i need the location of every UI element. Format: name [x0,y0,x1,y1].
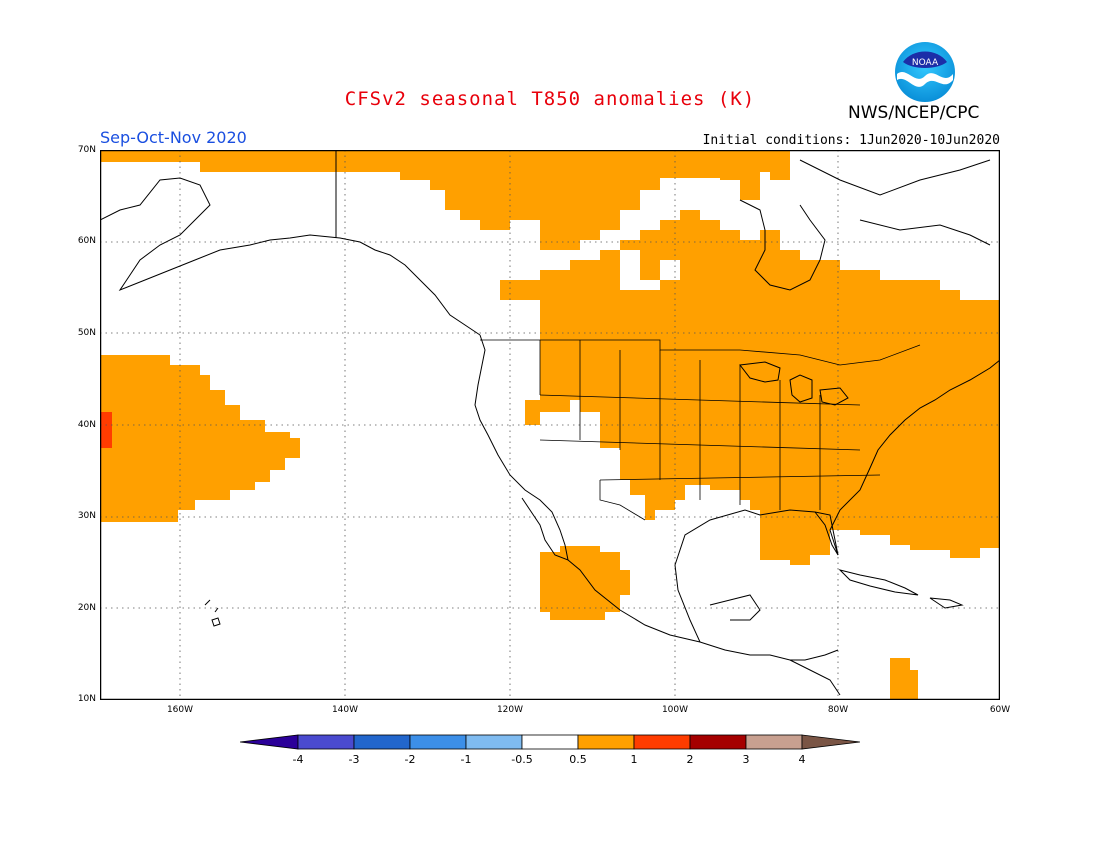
colorbar-swatch-1-2 [633,734,691,750]
colorbar-swatch--1--0.5 [465,734,523,750]
noaa-logo: NOAA [895,42,955,102]
colorbar-label-1: 1 [630,753,638,766]
initial-conditions-label: Initial conditions: 1Jun2020-10Jun2020 [702,133,1000,148]
colorbar-swatch--3--2 [353,734,411,750]
lon-label-60w: 60W [989,705,1011,715]
lat-label-40n: 40N [77,420,96,430]
colorbar-swatch-3-4 [745,734,803,750]
lat-label-50n: 50N [77,328,96,338]
org-label: NWS/NCEP/CPC [848,103,980,123]
lon-label-80w: 80W [827,705,849,715]
colorbar-swatch--2--1 [409,734,467,750]
gridlines [100,150,1000,700]
map-frame [100,150,1000,700]
coastlines [100,150,1000,696]
lat-label-10n: 10N [77,694,96,704]
colorbar-label-0.5: 0.5 [569,753,587,766]
anomaly-red-cell [100,412,112,448]
anomaly-shading [100,150,1000,700]
colorbar-swatch--4--3 [297,734,355,750]
lat-label-20n: 20N [77,603,96,613]
colorbar-label-neg1: -1 [460,753,472,766]
colorbar-label-4: 4 [798,753,806,766]
lat-label-30n: 30N [77,511,96,521]
colorbar-swatch-0.5-1 [577,734,635,750]
lat-label-70n: 70N [77,145,96,155]
colorbar-label-neg0.5: -0.5 [511,753,533,766]
logo-text: NOAA [912,58,939,68]
colorbar-label-neg2: -2 [404,753,416,766]
lon-label-140w: 140W [331,705,359,715]
colorbar-label-3: 3 [742,753,750,766]
colorbar-swatch-2-3 [689,734,747,750]
chart-title: CFSv2 seasonal T850 anomalies (K) [344,88,756,110]
colorbar-label-neg3: -3 [348,753,360,766]
colorbar-label-neg4: -4 [292,753,304,766]
season-label: Sep-Oct-Nov 2020 [100,128,247,147]
lat-label-60n: 60N [77,236,96,246]
lon-label-100w: 100W [661,705,689,715]
colorbar-swatch--0.5-0.5 [521,734,579,750]
political-borders [480,339,921,521]
lon-label-160w: 160W [166,705,194,715]
colorbar-label-2: 2 [686,753,694,766]
lon-label-120w: 120W [496,705,524,715]
colorbar [240,734,860,750]
colorbar-swatch-gt-4 [801,734,860,750]
anomaly-map [100,150,1000,700]
colorbar-swatch-lt-4 [240,734,299,750]
